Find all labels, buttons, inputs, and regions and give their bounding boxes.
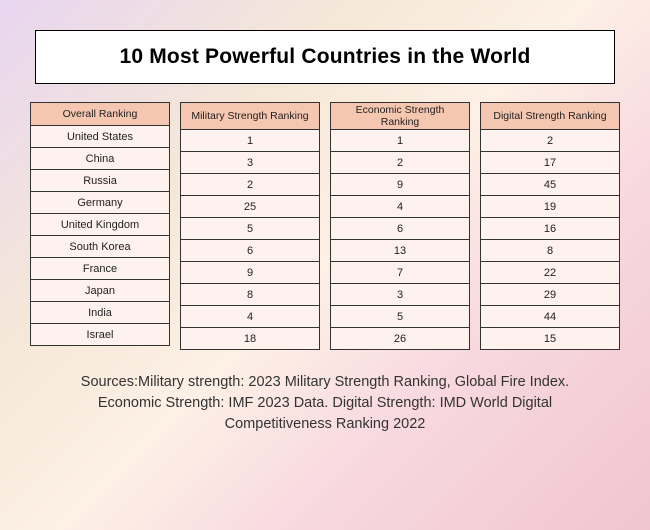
column-header: Overall Ranking — [30, 102, 170, 126]
table-cell: United Kingdom — [30, 214, 170, 236]
table-cell: 3 — [180, 152, 320, 174]
title-box: 10 Most Powerful Countries in the World — [35, 30, 615, 84]
table-cell: 29 — [480, 284, 620, 306]
table-cell: 8 — [180, 284, 320, 306]
table-cell: 17 — [480, 152, 620, 174]
table-cell: 4 — [180, 306, 320, 328]
table-cell: Germany — [30, 192, 170, 214]
table-cell: 5 — [330, 306, 470, 328]
table-column: Military Strength Ranking132255698418 — [180, 102, 320, 350]
column-header: Military Strength Ranking — [180, 102, 320, 130]
table-cell: 13 — [330, 240, 470, 262]
table-cell: 1 — [330, 130, 470, 152]
table-cell: 4 — [330, 196, 470, 218]
table-cell: 9 — [180, 262, 320, 284]
table-cell: 25 — [180, 196, 320, 218]
table-column: Economic Strength Ranking129461373526 — [330, 102, 470, 350]
tables-row: Overall RankingUnited StatesChinaRussiaG… — [0, 102, 650, 350]
table-cell: 9 — [330, 174, 470, 196]
column-header: Economic Strength Ranking — [330, 102, 470, 130]
column-header: Digital Strength Ranking — [480, 102, 620, 130]
table-cell: 6 — [330, 218, 470, 240]
table-cell: Russia — [30, 170, 170, 192]
table-cell: 8 — [480, 240, 620, 262]
table-cell: United States — [30, 126, 170, 148]
table-column: Digital Strength Ranking2174519168222944… — [480, 102, 620, 350]
table-cell: 44 — [480, 306, 620, 328]
table-cell: 2 — [480, 130, 620, 152]
table-cell: 15 — [480, 328, 620, 350]
table-cell: South Korea — [30, 236, 170, 258]
table-cell: 19 — [480, 196, 620, 218]
table-cell: 1 — [180, 130, 320, 152]
table-cell: 2 — [180, 174, 320, 196]
table-cell: 16 — [480, 218, 620, 240]
table-cell: 6 — [180, 240, 320, 262]
table-cell: 3 — [330, 284, 470, 306]
table-cell: 22 — [480, 262, 620, 284]
table-cell: 7 — [330, 262, 470, 284]
table-cell: 26 — [330, 328, 470, 350]
table-cell: 2 — [330, 152, 470, 174]
table-cell: India — [30, 302, 170, 324]
table-cell: 45 — [480, 174, 620, 196]
table-cell: 5 — [180, 218, 320, 240]
table-cell: Israel — [30, 324, 170, 346]
table-cell: 18 — [180, 328, 320, 350]
sources-text: Sources:Military strength: 2023 Military… — [50, 372, 600, 435]
table-cell: Japan — [30, 280, 170, 302]
page-title: 10 Most Powerful Countries in the World — [56, 45, 594, 69]
table-cell: China — [30, 148, 170, 170]
table-cell: France — [30, 258, 170, 280]
table-column: Overall RankingUnited StatesChinaRussiaG… — [30, 102, 170, 350]
